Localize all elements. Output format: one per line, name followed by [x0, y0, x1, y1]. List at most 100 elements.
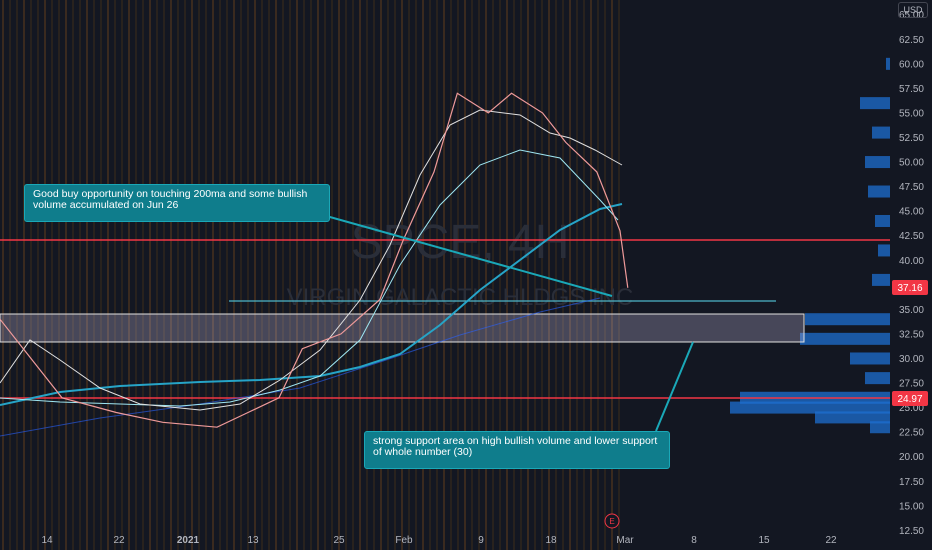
volume-band: [548, 0, 550, 550]
time-tick-label: 25: [333, 535, 345, 546]
volume-band: [618, 0, 620, 550]
volume-band: [450, 0, 452, 550]
volume-band: [555, 0, 557, 550]
time-tick-label: 2021: [177, 535, 200, 546]
price-path: [0, 92, 629, 428]
volume-band: [149, 0, 151, 550]
volume-band: [590, 0, 592, 550]
volume-band: [583, 0, 585, 550]
line-price-badge: [892, 391, 928, 406]
time-tick-label: 13: [247, 535, 259, 546]
volume-band: [429, 0, 431, 550]
volume-band: [415, 0, 417, 550]
volume-band: [128, 0, 130, 550]
time-tick-label: 22: [825, 535, 837, 546]
volume-profile-bar: [886, 57, 890, 70]
price-tick-label: 50.00: [899, 158, 924, 169]
time-axis[interactable]: 14 22 2021 13 25 Feb 9 18 Mar 8 15 22: [41, 535, 837, 546]
volume-band: [226, 0, 228, 550]
time-tick-label: 8: [691, 535, 697, 546]
volume-profile-bar: [860, 97, 890, 110]
volume-band: [240, 0, 242, 550]
note-1-pointer: [311, 211, 613, 297]
time-tick-label: 9: [478, 535, 484, 546]
price-tick-label: 42.50: [899, 231, 924, 242]
volume-band: [191, 0, 193, 550]
time-tick-label: Feb: [395, 535, 413, 546]
price-tick-label: 32.50: [899, 329, 924, 340]
price-tick-label: 22.50: [899, 428, 924, 439]
volume-band: [268, 0, 270, 550]
volume-band: [9, 0, 11, 550]
volume-band: [352, 0, 354, 550]
volume-band: [611, 0, 613, 550]
volume-profile-bar: [800, 332, 890, 345]
volume-band: [359, 0, 361, 550]
note-2-pointer: [655, 341, 694, 432]
volume-band: [576, 0, 578, 550]
volume-band: [338, 0, 340, 550]
volume-band: [23, 0, 25, 550]
volume-band: [527, 0, 529, 550]
volume-band: [506, 0, 508, 550]
price-tick-label: 62.50: [899, 35, 924, 46]
volume-band: [471, 0, 473, 550]
volume-band: [289, 0, 291, 550]
volume-band: [324, 0, 326, 550]
volume-band: [177, 0, 179, 550]
volume-band: [170, 0, 172, 550]
note-2[interactable]: strong support area on high bullish volu…: [364, 431, 670, 469]
earnings-marker[interactable]: [604, 513, 620, 529]
ma-50: [0, 149, 619, 407]
time-tick-label: Mar: [616, 535, 634, 546]
volume-band: [93, 0, 95, 550]
volume-band: [86, 0, 88, 550]
currency-label[interactable]: USD: [898, 2, 928, 18]
volume-profile-bar: [875, 214, 890, 227]
volume-band: [492, 0, 494, 550]
price-tick-label: 45.00: [899, 207, 924, 218]
volume-band: [275, 0, 277, 550]
volume-band: [212, 0, 214, 550]
volume-band: [184, 0, 186, 550]
volume-band: [254, 0, 256, 550]
support-zone[interactable]: [0, 313, 805, 343]
price-axis[interactable]: 65.00 62.50 60.00 57.50 55.00 52.50 50.00 47.50…: [899, 10, 924, 537]
volume-band: [597, 0, 599, 550]
volume-band: [380, 0, 382, 550]
volume-band: [44, 0, 46, 550]
earnings-marker-label: E: [609, 517, 614, 526]
volume-band: [457, 0, 459, 550]
volume-band: [478, 0, 480, 550]
volume-band: [100, 0, 102, 550]
volume-band: [142, 0, 144, 550]
volume-band: [156, 0, 158, 550]
volume-band: [107, 0, 109, 550]
volume-band: [464, 0, 466, 550]
note-1[interactable]: Good buy opportunity on touching 200ma a…: [24, 184, 330, 222]
volume-band: [513, 0, 515, 550]
volume-band: [282, 0, 284, 550]
volume-band: [366, 0, 368, 550]
price-tick-label: 27.50: [899, 379, 924, 390]
price-tick-label: 30.00: [899, 354, 924, 365]
volume-profile-bar: [730, 401, 890, 414]
time-tick-label: 14: [41, 535, 53, 546]
volume-band: [331, 0, 333, 550]
volume-band: [198, 0, 200, 550]
volume-profile-bar: [865, 372, 890, 385]
volume-band: [233, 0, 235, 550]
price-tick-label: 25.00: [899, 403, 924, 414]
volume-band: [247, 0, 249, 550]
volume-band: [58, 0, 60, 550]
volume-band: [2, 0, 4, 550]
volume-band: [121, 0, 123, 550]
volume-band: [422, 0, 424, 550]
volume-band: [30, 0, 32, 550]
volume-band: [219, 0, 221, 550]
volume-band: [436, 0, 438, 550]
price-tick-label: 20.00: [899, 452, 924, 463]
volume-band: [562, 0, 564, 550]
volume-band: [541, 0, 543, 550]
